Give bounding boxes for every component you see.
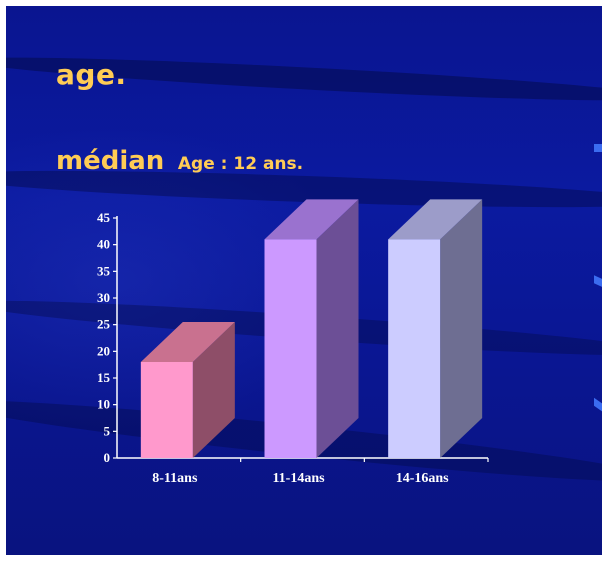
subtitle-main: médian	[56, 146, 165, 176]
bar-8-11ans	[140, 362, 193, 458]
y-tick-label: 0	[104, 450, 111, 465]
slide-background: age. médian Age : 12 ans. 0 5 10 15 20 25 30 35…	[6, 6, 602, 555]
slide-title: age.	[56, 58, 127, 91]
bar-top	[140, 322, 235, 362]
bar-chart: 0 5 10 15 20 25 30 35 40 45 8-11ans 11-14ans 14-16an…	[97, 199, 489, 486]
x-category-label: 14-16ans	[396, 471, 449, 486]
bar-side	[316, 199, 359, 459]
y-tick-label: 25	[97, 317, 111, 332]
bar-side	[192, 322, 235, 458]
accent-mark	[594, 144, 602, 152]
y-tick-label: 15	[97, 370, 111, 385]
y-tick-label: 20	[97, 343, 110, 358]
y-tick-label: 40	[97, 237, 110, 252]
bar-side	[440, 199, 483, 459]
bar-11-14ans	[264, 239, 317, 458]
bar-14-16ans	[388, 239, 441, 458]
y-tick-label: 5	[104, 423, 111, 438]
x-category-label: 8-11ans	[152, 471, 198, 486]
y-tick-label: 10	[97, 397, 110, 412]
subtitle: médian Age : 12 ans.	[56, 146, 303, 176]
bar-top	[388, 199, 483, 240]
subtitle-detail: Age : 12 ans.	[177, 154, 304, 174]
y-tick-label: 35	[97, 263, 111, 278]
bar-top	[264, 199, 359, 240]
y-tick-label: 45	[97, 210, 111, 225]
y-tick-label: 30	[97, 290, 110, 305]
x-category-label: 11-14ans	[272, 471, 325, 486]
